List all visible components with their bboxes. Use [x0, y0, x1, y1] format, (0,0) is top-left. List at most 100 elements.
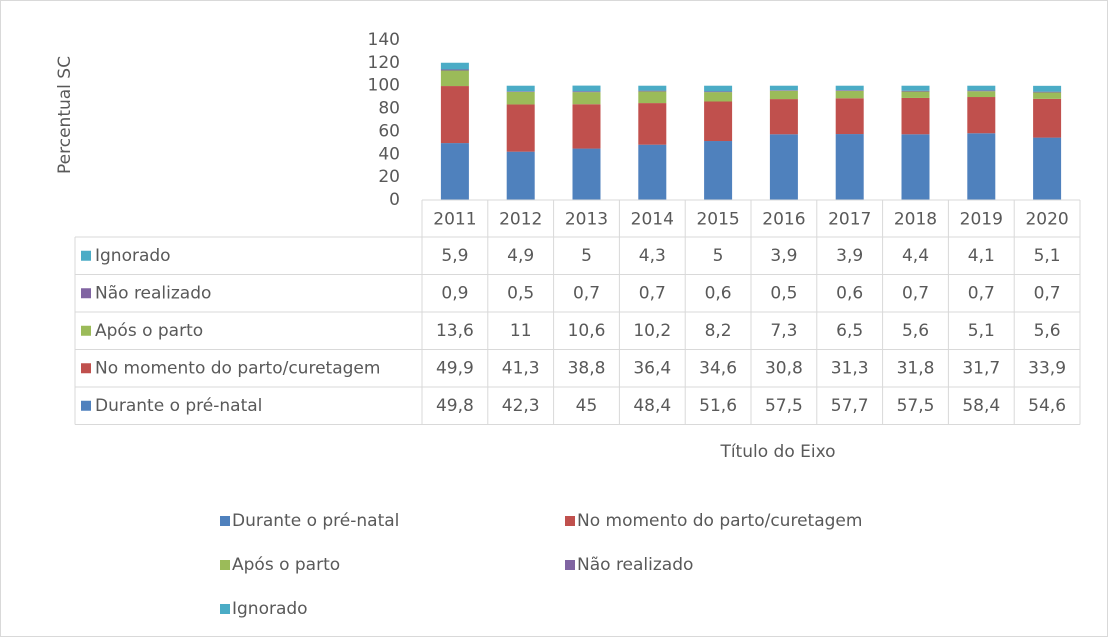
data-label: 0,7: [968, 283, 995, 303]
x-tick-label: 2013: [565, 210, 608, 230]
data-label: 11: [510, 321, 532, 341]
bar-segment: [769, 90, 798, 100]
legend-label: Após o parto: [232, 555, 340, 575]
bar-segment: [572, 92, 601, 105]
bar-segment: [1033, 91, 1062, 93]
bar-segment: [572, 148, 601, 200]
bar-segment: [572, 91, 601, 93]
bar-segment: [901, 85, 930, 91]
bar-segment: [901, 97, 930, 135]
data-label: 5,6: [902, 321, 929, 341]
table-row-label: Durante o pré-natal: [95, 396, 262, 416]
y-tick-label: 80: [378, 99, 400, 119]
data-label: 4,1: [968, 246, 995, 266]
legend-key: [565, 560, 575, 570]
data-label: 5,1: [1034, 246, 1061, 266]
legend-key: [220, 604, 230, 614]
y-tick-label: 0: [389, 190, 400, 210]
bar-segment: [440, 69, 469, 71]
legend-key: [220, 560, 230, 570]
bar-segment: [440, 70, 469, 87]
data-label: 8,2: [705, 321, 732, 341]
bar-segment: [1033, 92, 1062, 99]
data-label: 5,1: [968, 321, 995, 341]
bar-segment: [704, 91, 733, 93]
data-label: 38,8: [568, 358, 606, 378]
data-label: 5,9: [441, 246, 468, 266]
data-label: 0,7: [1034, 283, 1061, 303]
bar-segment: [769, 90, 798, 91]
legend-label: No momento do parto/curetagem: [577, 511, 862, 531]
bar-segment: [901, 90, 930, 92]
legend-label: Durante o pré-natal: [232, 511, 399, 531]
data-label: 10,2: [633, 321, 671, 341]
y-tick-label: 60: [378, 121, 400, 141]
y-tick-label: 120: [368, 53, 400, 73]
bar-segment: [967, 133, 996, 200]
data-label: 30,8: [765, 358, 803, 378]
bar-segment: [835, 85, 864, 91]
bar-segment: [506, 104, 535, 152]
x-tick-label: 2015: [696, 210, 739, 230]
data-label: 4,3: [639, 246, 666, 266]
data-label: 36,4: [633, 358, 671, 378]
x-tick-label: 2014: [631, 210, 674, 230]
table-legend-key: [81, 288, 91, 299]
table-legend-key: [81, 400, 91, 411]
x-axis-title: Título do Eixo: [719, 442, 835, 462]
bar-segment: [769, 99, 798, 135]
bar-segment: [967, 90, 996, 92]
bar-segment: [638, 85, 667, 91]
data-label: 34,6: [699, 358, 737, 378]
data-label: 3,9: [770, 246, 797, 266]
bar-segment: [506, 91, 535, 92]
bar-segment: [901, 134, 930, 200]
bar-segment: [704, 92, 733, 102]
data-label: 5: [713, 246, 724, 266]
bar-segment: [572, 104, 601, 149]
bar-segment: [506, 151, 535, 200]
bar-segment: [704, 141, 733, 200]
legend-key: [565, 516, 575, 526]
bar-segment: [769, 134, 798, 200]
x-tick-label: 2019: [960, 210, 1003, 230]
data-label: 31,7: [962, 358, 1000, 378]
bar-segment: [769, 85, 798, 91]
data-label: 57,5: [765, 396, 803, 416]
bar-segment: [901, 91, 930, 98]
data-label: 31,3: [831, 358, 869, 378]
bar-segment: [440, 62, 469, 70]
data-label: 0,6: [705, 283, 732, 303]
table-legend-key: [81, 363, 91, 374]
bar-segment: [638, 144, 667, 200]
bar-segment: [638, 103, 667, 145]
y-tick-label: 40: [378, 144, 400, 164]
data-label: 42,3: [502, 396, 540, 416]
data-label: 45: [576, 396, 598, 416]
data-label: 57,7: [831, 396, 869, 416]
data-label: 13,6: [436, 321, 474, 341]
bar-segment: [638, 90, 667, 92]
legend-label: Não realizado: [577, 555, 693, 575]
data-label: 5,6: [1034, 321, 1061, 341]
data-label: 54,6: [1028, 396, 1066, 416]
data-label: 0,7: [639, 283, 666, 303]
bar-segment: [835, 90, 864, 91]
data-label: 49,9: [436, 358, 474, 378]
data-label: 49,8: [436, 396, 474, 416]
y-tick-label: 20: [378, 167, 400, 187]
data-label: 0,9: [441, 283, 468, 303]
data-label: 51,6: [699, 396, 737, 416]
data-label: 41,3: [502, 358, 540, 378]
data-label: 10,6: [568, 321, 606, 341]
x-tick-label: 2018: [894, 210, 937, 230]
data-label: 0,7: [902, 283, 929, 303]
x-tick-label: 2017: [828, 210, 871, 230]
data-label: 0,7: [573, 283, 600, 303]
legend-label: Ignorado: [232, 599, 308, 619]
bar-segment: [835, 98, 864, 135]
y-tick-label: 140: [368, 30, 400, 50]
data-label: 3,9: [836, 246, 863, 266]
data-label: 31,8: [897, 358, 935, 378]
